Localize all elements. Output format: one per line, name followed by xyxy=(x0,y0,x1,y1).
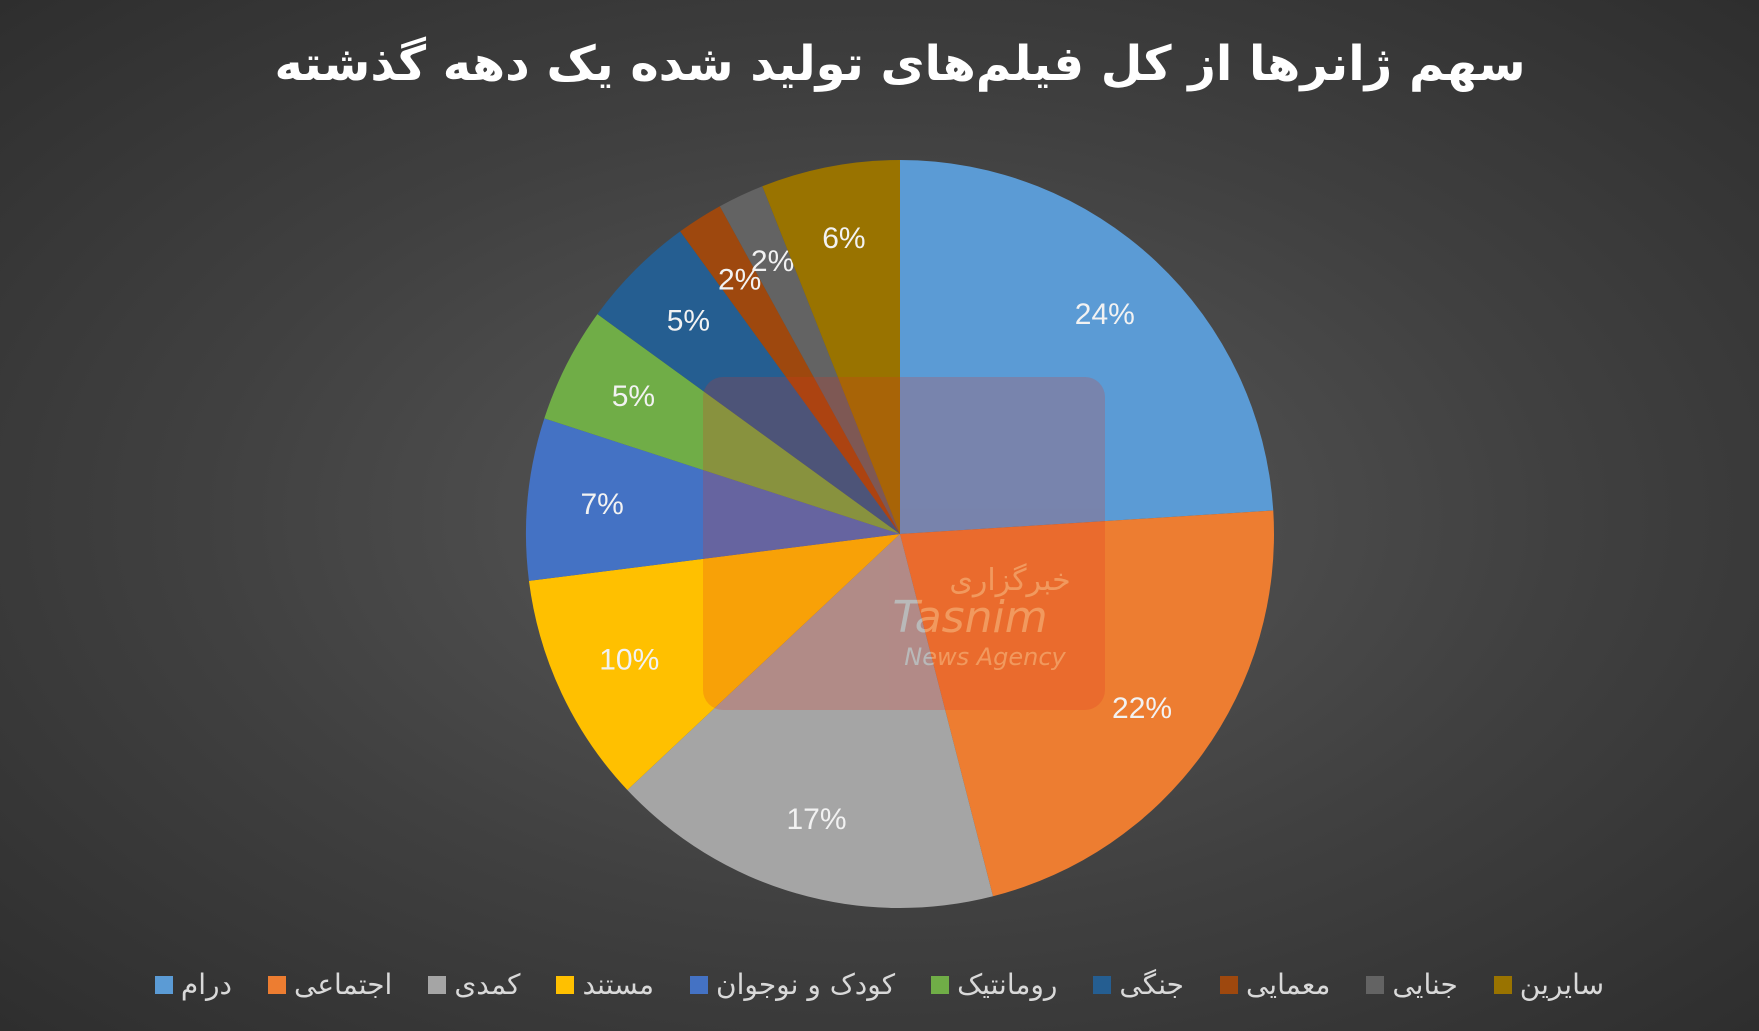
watermark-box xyxy=(703,377,1105,710)
data-label: 6% xyxy=(822,222,865,255)
data-label: 10% xyxy=(599,643,659,676)
legend-swatch xyxy=(428,975,447,994)
pie-slice xyxy=(627,534,994,909)
legend-swatch xyxy=(931,975,950,994)
watermark-text: Tasnim xyxy=(892,592,1047,643)
data-label: 5% xyxy=(612,380,655,413)
pie-slice xyxy=(680,206,900,535)
legend-label: کمدی xyxy=(454,968,521,1001)
pie-slice xyxy=(900,160,1274,534)
legend-swatch xyxy=(1219,975,1238,994)
pie-slice xyxy=(544,314,900,534)
legend-label: مستند xyxy=(582,968,655,1001)
pie-slice xyxy=(762,160,900,534)
legend-label: سایرین xyxy=(1519,968,1605,1001)
legend-item: معمایی xyxy=(1219,968,1331,1001)
pie: 24%22%17%10%7%5%5%2%2%6% xyxy=(526,160,1274,909)
legend-label: جنگی xyxy=(1119,968,1184,1001)
legend-item: درام xyxy=(154,968,233,1001)
legend-swatch xyxy=(1093,975,1112,994)
pie-slice xyxy=(900,510,1274,897)
watermark-text: News Agency xyxy=(904,643,1066,671)
data-label: 2% xyxy=(751,245,794,278)
legend-label: معمایی xyxy=(1245,968,1331,1001)
watermark-text: خبرگزاری xyxy=(949,563,1070,598)
legend-swatch xyxy=(268,975,287,994)
watermark: خبرگزاری Tasnim News Agency xyxy=(703,377,1105,710)
legend-swatch xyxy=(690,975,709,994)
data-label: 2% xyxy=(718,263,761,296)
legend: درام اجتماعی کمدی مستند کودک و نوجوان رومانتی… xyxy=(0,968,1759,1001)
legend-item: سایرین xyxy=(1493,968,1605,1001)
pie-slice xyxy=(528,534,900,791)
legend-label: اجتماعی xyxy=(294,968,393,1001)
legend-item: کودک و نوجوان xyxy=(690,968,895,1001)
data-label: 5% xyxy=(667,304,710,337)
data-label: 17% xyxy=(787,803,847,836)
data-label: 24% xyxy=(1075,298,1135,331)
data-label: 22% xyxy=(1112,692,1172,725)
pie-slice xyxy=(719,186,900,534)
legend-item: اجتماعی xyxy=(268,968,392,1001)
pie-slice xyxy=(526,418,900,581)
legend-item: مستند xyxy=(556,968,654,1001)
chart-title: سهم ژانرها از کل فیلم‌های تولید شده یک د… xyxy=(274,36,1525,92)
data-label: 7% xyxy=(580,488,623,521)
legend-swatch xyxy=(1366,975,1385,994)
legend-label: کودک و نوجوان xyxy=(716,968,896,1001)
legend-label: درام xyxy=(180,968,233,1001)
pie-slice xyxy=(597,231,900,534)
legend-item: جنگی xyxy=(1093,968,1184,1001)
legend-label: جنایی xyxy=(1392,968,1458,1001)
legend-swatch xyxy=(556,975,575,994)
legend-swatch xyxy=(1493,975,1512,994)
legend-item: کمدی xyxy=(428,968,520,1001)
legend-swatch xyxy=(154,975,173,994)
legend-item: جنایی xyxy=(1366,968,1458,1001)
legend-label: رومانتیک xyxy=(957,968,1058,1001)
legend-item: رومانتیک xyxy=(931,968,1057,1001)
